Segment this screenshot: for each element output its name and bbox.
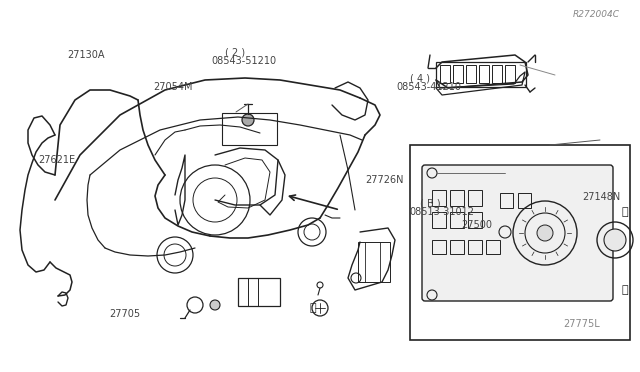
Text: Ⓢ: Ⓢ [621,207,628,217]
Bar [500,193,513,208]
Text: ( B ): ( B ) [420,199,440,209]
Bar [358,242,390,282]
Text: 08543-51210: 08543-51210 [211,56,276,65]
Bar [222,113,277,145]
Bar [453,65,463,83]
Text: 27148N: 27148N [582,192,621,202]
Bar [436,62,526,87]
Text: 08513-31012: 08513-31012 [410,207,475,217]
Bar [479,65,489,83]
Bar [410,145,630,340]
Bar [450,190,464,206]
Text: 27130A: 27130A [67,50,105,60]
Bar [432,190,446,206]
Text: 27500: 27500 [461,220,492,230]
Circle shape [537,225,553,241]
Circle shape [242,114,254,126]
Bar [432,240,446,254]
Bar [238,278,280,306]
Bar [440,65,450,83]
Text: ( 4 ): ( 4 ) [410,73,429,83]
Text: Ⓢ: Ⓢ [621,285,628,295]
Text: 27054M: 27054M [154,83,193,92]
Bar [468,240,482,254]
Bar [432,212,446,228]
Text: 27705: 27705 [109,310,141,319]
Bar [518,193,531,208]
Text: 27621E: 27621E [38,155,76,165]
Text: 27726N: 27726N [365,176,403,185]
Bar [486,240,500,254]
Text: Ⓢ: Ⓢ [310,303,316,313]
Text: ( 2 ): ( 2 ) [225,47,245,57]
Bar [468,190,482,206]
Bar [492,65,502,83]
Text: 08543-41210: 08543-41210 [397,82,462,92]
Bar [450,240,464,254]
Circle shape [604,229,626,251]
Text: 27775L: 27775L [563,319,600,328]
Circle shape [210,300,220,310]
Bar [468,212,482,228]
Bar [450,212,464,228]
Bar [505,65,515,83]
Text: R272004C: R272004C [573,10,620,19]
Bar [466,65,476,83]
FancyBboxPatch shape [422,165,613,301]
